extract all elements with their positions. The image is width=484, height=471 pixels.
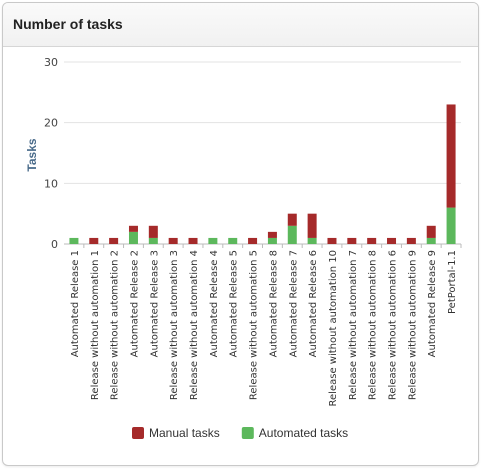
y-tick-label: 30 [44,56,58,69]
panel-title: Number of tasks [13,16,123,32]
x-category-label: Automated Release 5 [229,250,240,357]
x-category-label: Release without automation 10 [328,250,339,406]
y-tick-label: 20 [44,117,58,130]
x-category-label: Automated Release 3 [149,250,160,357]
x-category-label: Release without automation 7 [348,250,359,400]
bar-segment-manual[interactable] [367,237,377,244]
bar-segment-automated[interactable] [148,237,158,244]
x-category-label: PetPortal-1.1 [447,250,458,314]
x-category-label: Release without automation 2 [110,250,121,400]
x-category-label: Release without automation 6 [388,250,399,400]
bar-segment-automated[interactable] [287,225,297,244]
bar-segment-automated[interactable] [128,231,138,244]
bar-segment-manual[interactable] [109,237,119,244]
panel-header: Number of tasks [3,3,478,47]
legend-swatch[interactable] [241,427,254,439]
bar-segment-manual[interactable] [168,237,178,244]
legend-swatch[interactable] [132,427,144,439]
y-tick-label: 10 [44,177,58,190]
bar-segment-manual[interactable] [89,237,99,244]
bar-segment-automated[interactable] [267,237,277,244]
bar-segment-manual[interactable] [248,237,258,244]
bar-segment-manual[interactable] [267,231,277,238]
bar-layer [69,104,456,244]
x-category-label: Release without automation 1 [90,250,101,400]
bar-segment-automated[interactable] [446,207,456,244]
x-category-label: Automated Release 8 [268,250,279,357]
x-category-label: Release without automation 5 [249,250,260,400]
x-category-label: Automated Release 6 [308,250,319,357]
category-label-layer: Automated Release 1 Release without autom… [70,250,458,406]
bar-segment-manual[interactable] [307,213,317,238]
grid-layer [64,61,461,245]
x-category-label: Automated Release 2 [129,250,140,357]
x-category-label: Automated Release 9 [427,250,438,357]
bar-segment-manual[interactable] [347,237,357,244]
y-tick-label: 0 [51,238,58,251]
bar-segment-manual[interactable] [446,104,456,208]
bar-segment-manual[interactable] [287,213,297,226]
bar-segment-manual[interactable] [426,225,436,238]
x-category-label: Release without automation 4 [189,250,200,400]
bar-segment-manual[interactable] [387,237,397,244]
bar-segment-manual[interactable] [148,225,158,238]
legend: Manual tasks Automated tasks [132,426,348,440]
bar-segment-manual[interactable] [327,237,337,244]
y-axis-label: Tasks [25,138,39,171]
x-category-label: Release without automation 3 [169,250,180,400]
x-category-label: Automated Release 1 [70,250,81,357]
x-category-label: Release without automation 8 [368,250,379,400]
bar-segment-automated[interactable] [208,237,218,244]
legend-label[interactable]: Manual tasks [149,426,220,440]
x-category-label: Automated Release 7 [288,250,299,357]
legend-label[interactable]: Automated tasks [259,426,348,440]
bar-segment-manual[interactable] [188,237,198,244]
bar-segment-manual[interactable] [406,237,416,244]
x-category-label: Automated Release 4 [209,250,220,357]
x-category-label: Release without automation 9 [407,250,418,400]
bar-segment-automated[interactable] [307,237,317,244]
chart-panel: Number of tasks [2,2,479,466]
bar-segment-automated[interactable] [69,237,79,244]
bar-segment-automated[interactable] [426,237,436,244]
bar-segment-automated[interactable] [228,237,238,244]
bar-segment-manual[interactable] [128,225,138,232]
axis-layer: 0 10 20 30 [44,56,462,251]
